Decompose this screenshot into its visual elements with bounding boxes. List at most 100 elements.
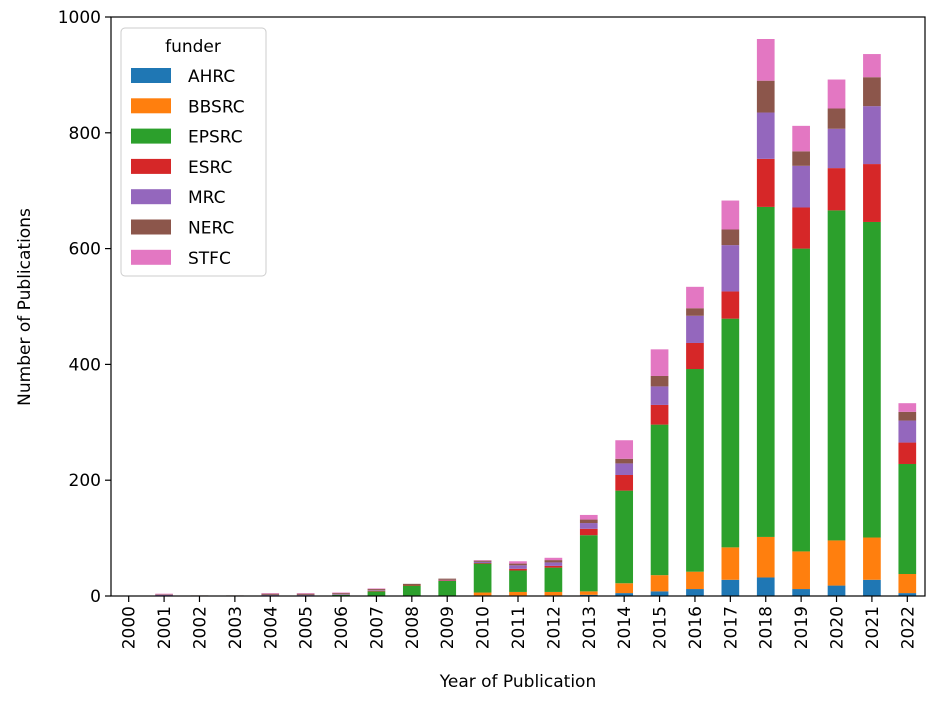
legend: funder AHRC BBSRC EPSRC ESRC MRC NERC STFC [120,27,267,277]
bar-mrc-2011 [509,565,527,569]
bar-mrc-2019 [792,165,810,208]
bar-mrc-2006 [332,594,350,595]
x-tick-label: 2016 [686,606,706,649]
bar-nerc-2001 [155,594,173,595]
y-tick-label: 200 [69,471,101,491]
x-tick-label: 2013 [580,606,600,649]
bar-mrc-2005 [296,594,315,596]
x-axis-label: Year of Publication [439,672,596,692]
bar-esrc-2015 [650,404,669,425]
legend-label-bbsrc: BBSRC [188,97,245,117]
legend-swatch-esrc [131,158,171,174]
bar-stfc-2004 [261,593,280,594]
x-tick-label: 2010 [474,606,494,649]
legend-box [120,27,267,277]
bar-mrc-2007 [367,590,386,591]
y-axis-label: Number of Publications [15,208,35,406]
bar-nerc-2018 [756,80,775,113]
bar-nerc-2006 [332,593,350,595]
y-tick-label: 600 [69,240,101,260]
bar-stfc-2001 [155,593,173,595]
bar-esrc-2012 [544,565,563,568]
bar-bbsrc-2012 [544,591,563,596]
x-tick-label: 2020 [828,606,848,649]
bar-esrc-2010 [473,562,492,564]
bar-epsrc-2011 [509,570,527,592]
bar-mrc-2004 [261,594,280,596]
bar-epsrc-2013 [579,535,598,592]
bar-stfc-2015 [650,349,669,376]
y-tick-label: 0 [90,587,101,607]
bar-epsrc-2022 [898,463,917,574]
bar-bbsrc-2018 [756,536,775,578]
bar-nerc-2021 [863,77,881,107]
x-tick-label: 2018 [757,606,777,649]
bar-esrc-2020 [827,168,846,211]
bar-stfc-2012 [544,557,563,561]
bar-esrc-2007 [367,590,386,592]
bar-nerc-2014 [615,458,634,464]
y-tick-label: 400 [69,355,101,375]
y-tick-label: 800 [69,124,101,144]
x-tick-label: 2017 [721,606,741,649]
x-tick-label: 2006 [332,606,352,649]
bar-epsrc-2020 [827,210,846,541]
bar-ahrc-2018 [756,577,775,596]
bar-nerc-2008 [402,583,421,585]
bar-stfc-2018 [756,39,775,81]
bar-nerc-2019 [792,151,810,166]
bar-stfc-2020 [827,79,846,109]
bar-esrc-2019 [792,207,810,249]
bar-esrc-2016 [686,342,704,370]
legend-title: funder [165,37,221,57]
bar-stfc-2010 [473,560,492,561]
legend-items: AHRC BBSRC EPSRC ESRC MRC NERC STFC [131,67,245,269]
bar-bbsrc-2014 [615,583,634,594]
bar-nerc-2020 [827,108,846,129]
x-tick-label: 2012 [544,606,564,649]
x-tick-label: 2022 [898,606,918,649]
y-tick-label: 1000 [58,8,101,28]
bar-esrc-2022 [898,442,917,464]
bar-mrc-2015 [650,386,669,405]
bar-bbsrc-2019 [792,551,810,590]
bar-mrc-2009 [438,579,457,581]
x-tick-label: 2004 [261,606,281,649]
bar-esrc-2008 [402,584,421,586]
bar-ahrc-2017 [721,579,740,596]
bar-epsrc-2010 [473,563,492,593]
bar-bbsrc-2015 [650,575,669,592]
bar-ahrc-2019 [792,589,810,596]
x-tick-label: 2001 [155,606,175,649]
bar-stfc-2013 [579,514,598,520]
bar-stfc-2016 [686,286,704,309]
bar-epsrc-2016 [686,369,704,572]
bar-ahrc-2016 [686,589,704,596]
bar-epsrc-2012 [544,567,563,592]
legend-swatch-mrc [131,189,171,205]
bar-bbsrc-2010 [473,592,492,596]
bar-mrc-2010 [473,561,492,563]
legend-label-stfc: STFC [188,249,231,269]
bar-mrc-2018 [756,112,775,159]
bar-mrc-2012 [544,562,563,566]
x-tick-label: 2009 [438,606,458,649]
x-tick-label: 2008 [403,606,423,649]
x-tick-label: 2014 [615,606,635,649]
bar-epsrc-2014 [615,490,634,584]
bar-bbsrc-2020 [827,540,846,586]
legend-swatch-nerc [131,219,171,235]
legend-label-ahrc: AHRC [188,67,235,87]
bar-mrc-2013 [579,523,598,529]
x-tick-label: 2015 [651,606,671,649]
axes-layer: 0 200 400 600 800 1000 2000 2001 2002 2003 2004 200… [58,8,926,649]
bar-stfc-2014 [615,440,634,459]
legend-label-nerc: NERC [188,219,234,239]
bar-ahrc-2022 [898,593,917,596]
x-tick-label: 2019 [792,606,812,649]
legend-swatch-bbsrc [131,98,171,114]
bars-layer [155,39,917,596]
bar-mrc-2016 [686,315,704,343]
bar-epsrc-2021 [863,221,881,538]
